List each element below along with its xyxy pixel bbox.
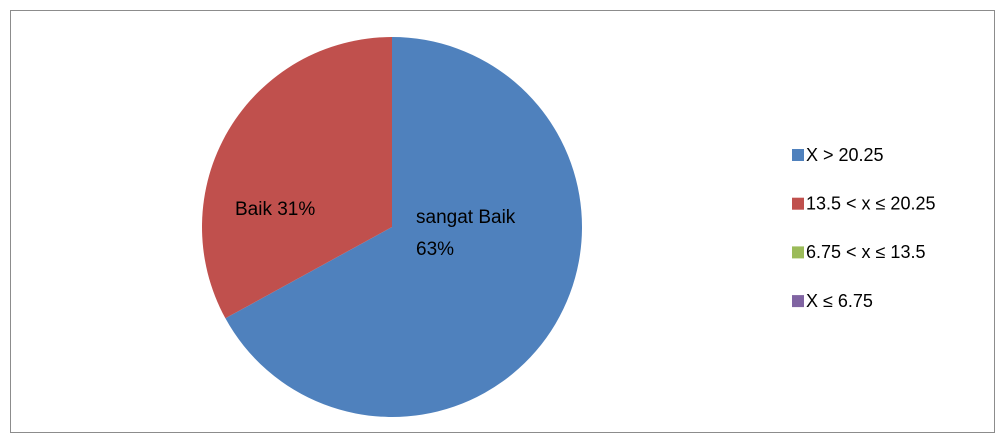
- legend-swatch: [792, 197, 804, 210]
- legend-label: X ≤ 6.75: [806, 291, 873, 311]
- pie-slice: [202, 37, 392, 319]
- data-label: sangat Baik 63%: [416, 207, 516, 260]
- data-label: Baik 31%: [235, 199, 316, 220]
- legend-swatch: [792, 246, 804, 259]
- legend-label: 6.75 < x ≤ 13.5: [806, 242, 925, 262]
- legend-label: X > 20.25: [806, 145, 884, 165]
- pie-slice: [225, 37, 582, 417]
- legend-label: 13.5 < x ≤ 20.25: [806, 193, 935, 213]
- legend-swatch: [792, 295, 804, 308]
- legend-swatch: [792, 149, 804, 161]
